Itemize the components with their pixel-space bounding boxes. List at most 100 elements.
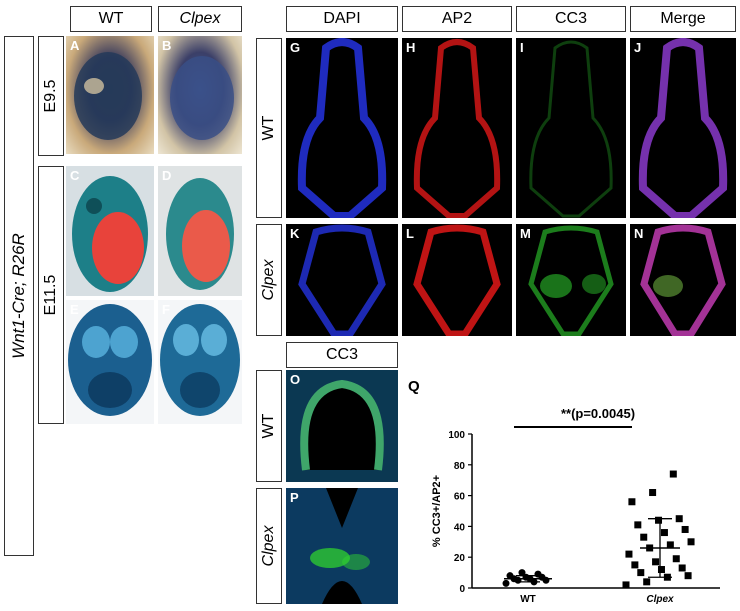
y-tick-label: 100 (448, 430, 465, 441)
row-label-clpex2: Clpex (260, 525, 277, 567)
panel-G: G (286, 38, 398, 218)
data-point (506, 572, 514, 580)
embryo-d-shape (166, 178, 234, 290)
panel-label-C: C (70, 168, 80, 183)
section-o-shape (286, 370, 398, 482)
y-axis-label: % CC3+/AP2+ (431, 475, 443, 547)
panel-label-N: N (634, 226, 644, 241)
data-point (631, 561, 639, 569)
embryo-a-shape (74, 52, 142, 140)
panel-label-G: G (290, 40, 301, 55)
panel-label-P: P (290, 490, 299, 505)
data-point (681, 525, 689, 533)
panel-label-O: O (290, 372, 301, 387)
header-ap2: AP2 (402, 6, 512, 32)
panel-F: F (158, 300, 242, 424)
data-point (628, 498, 636, 506)
side-label: Wnt1-Cre; R26R (9, 233, 28, 359)
section-p-shape (286, 488, 398, 604)
data-point (634, 521, 642, 529)
data-point (684, 572, 692, 580)
data-point (502, 579, 510, 587)
panel-label-L: L (406, 226, 414, 241)
header-wt-text: WT (98, 10, 124, 27)
section-l-shape (413, 224, 501, 336)
y-tick-label: 80 (454, 461, 466, 472)
x-tick-label: WT (520, 594, 536, 605)
stage-label-e115: E11.5 (42, 274, 59, 316)
data-point (687, 538, 695, 546)
panel-E: E (66, 300, 154, 424)
data-point (622, 581, 630, 589)
section-n-shape (640, 224, 726, 336)
data-point (652, 558, 660, 566)
data-point (669, 470, 677, 478)
panel-label-J: J (634, 40, 642, 55)
row-label-wt2: WT (260, 413, 277, 439)
data-point (518, 569, 526, 577)
header-clpex: Clpex (158, 6, 242, 32)
row-box-clpex: Clpex (256, 224, 282, 336)
row-box-wt2: WT (256, 370, 282, 482)
panel-I: I (516, 38, 626, 218)
y-tick-label: 0 (459, 584, 465, 595)
panel-label-K: K (290, 226, 300, 241)
header-dapi: DAPI (286, 6, 398, 32)
data-point (534, 570, 542, 578)
header-cc3-bottom: CC3 (286, 342, 398, 368)
data-point (672, 555, 680, 563)
scatter-chart: 0 20 40 60 80 100 % CC3+/AP2+ WT Clpex **(p=0.004… (431, 406, 720, 605)
significance-label: **(p=0.0045) (561, 406, 635, 421)
header-ap2-text: AP2 (441, 10, 473, 27)
embryo-c-shape (72, 176, 148, 292)
panel-K: K (286, 224, 398, 336)
panel-O: O (286, 370, 398, 482)
embryo-b-shape (170, 56, 234, 140)
panel-label-I: I (520, 40, 524, 55)
data-point (649, 489, 657, 497)
data-point (637, 569, 645, 577)
row-label-clpex: Clpex (260, 259, 277, 301)
stage-box-e95: E9.5 (38, 36, 64, 156)
panel-H: H (402, 38, 512, 218)
data-point (640, 533, 648, 541)
data-point (643, 578, 651, 586)
header-merge: Merge (630, 6, 736, 32)
header-cc3-bottom-text: CC3 (325, 346, 358, 363)
panel-label-H: H (406, 40, 416, 55)
panel-C: C (66, 166, 154, 296)
y-tick-label: 20 (454, 553, 466, 564)
panel-label-A: A (70, 38, 80, 53)
panel-label-E: E (70, 302, 79, 317)
embryo-f-shape (160, 304, 240, 416)
data-point (678, 564, 686, 572)
data-point (625, 550, 633, 558)
panel-label-D: D (162, 168, 172, 183)
header-cc3: CC3 (516, 6, 626, 32)
stage-label-e95: E9.5 (42, 79, 59, 113)
embryo-e-shape (68, 304, 152, 416)
header-wt: WT (70, 6, 152, 32)
data-point (660, 529, 668, 537)
stage-box-e115: E11.5 (38, 166, 64, 424)
section-m-shape (528, 225, 614, 336)
row-label-wt: WT (260, 115, 277, 141)
side-label-box: Wnt1-Cre; R26R (4, 36, 34, 556)
panel-N: N (630, 224, 736, 336)
data-point (655, 516, 663, 524)
header-clpex-text: Clpex (179, 10, 221, 27)
header-merge-text: Merge (660, 10, 706, 27)
data-point (657, 566, 665, 574)
panel-label-B: B (162, 38, 172, 53)
header-dapi-text: DAPI (323, 10, 361, 27)
section-j-shape (638, 38, 728, 218)
panel-A: A (66, 36, 154, 154)
panel-M: M (516, 224, 626, 336)
panel-label-M: M (520, 226, 531, 241)
panel-L: L (402, 224, 512, 336)
row-box-wt: WT (256, 38, 282, 218)
panel-label-F: F (162, 302, 170, 317)
panel-P: P (286, 488, 398, 604)
y-tick-label: 40 (454, 522, 466, 533)
y-tick-label: 60 (454, 492, 466, 503)
